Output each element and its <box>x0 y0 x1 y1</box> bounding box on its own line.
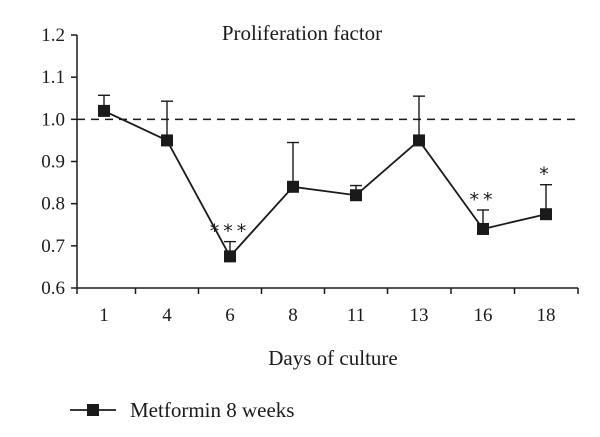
x-tick-label: 1 <box>99 305 109 326</box>
axes: 0.6 0.7 0.8 0.9 1.0 1.1 1.2 1 4 6 8 11 13 16 18 <box>41 25 579 326</box>
significance-label: *** <box>210 221 251 243</box>
data-point <box>477 222 489 235</box>
y-tick-label: 1.1 <box>41 67 65 88</box>
significance-label: ** <box>470 189 497 211</box>
y-tick-label: 0.7 <box>41 236 65 257</box>
y-tick-label: 1.0 <box>41 109 65 130</box>
legend-marker <box>87 404 99 416</box>
x-tick-label: 13 <box>410 305 429 326</box>
data-point <box>287 180 299 193</box>
data-point <box>350 189 362 202</box>
series-line <box>103 110 547 258</box>
data-point <box>540 208 552 221</box>
y-tick-label: 0.9 <box>41 152 65 173</box>
x-tick-label: 6 <box>225 305 235 326</box>
y-tick-label: 0.6 <box>41 278 65 299</box>
x-axis-label: Days of culture <box>268 346 397 370</box>
legend: Metformin 8 weeks <box>70 398 294 422</box>
legend-label: Metformin 8 weeks <box>130 398 294 422</box>
x-tick-label: 18 <box>537 305 556 326</box>
data-point <box>98 104 110 117</box>
data-point <box>224 250 236 263</box>
y-tick-label: 1.2 <box>41 25 65 46</box>
y-tick-label: 0.8 <box>41 194 65 215</box>
series-group: ****** <box>98 94 553 263</box>
significance-label: * <box>539 164 553 186</box>
x-tick-label: 11 <box>347 305 365 326</box>
data-point <box>161 134 173 147</box>
x-tick-label: 8 <box>288 305 298 326</box>
chart-title: Proliferation factor <box>222 21 382 45</box>
data-point <box>413 134 425 147</box>
x-tick-label: 4 <box>162 305 172 326</box>
x-tick-label: 16 <box>474 305 493 326</box>
